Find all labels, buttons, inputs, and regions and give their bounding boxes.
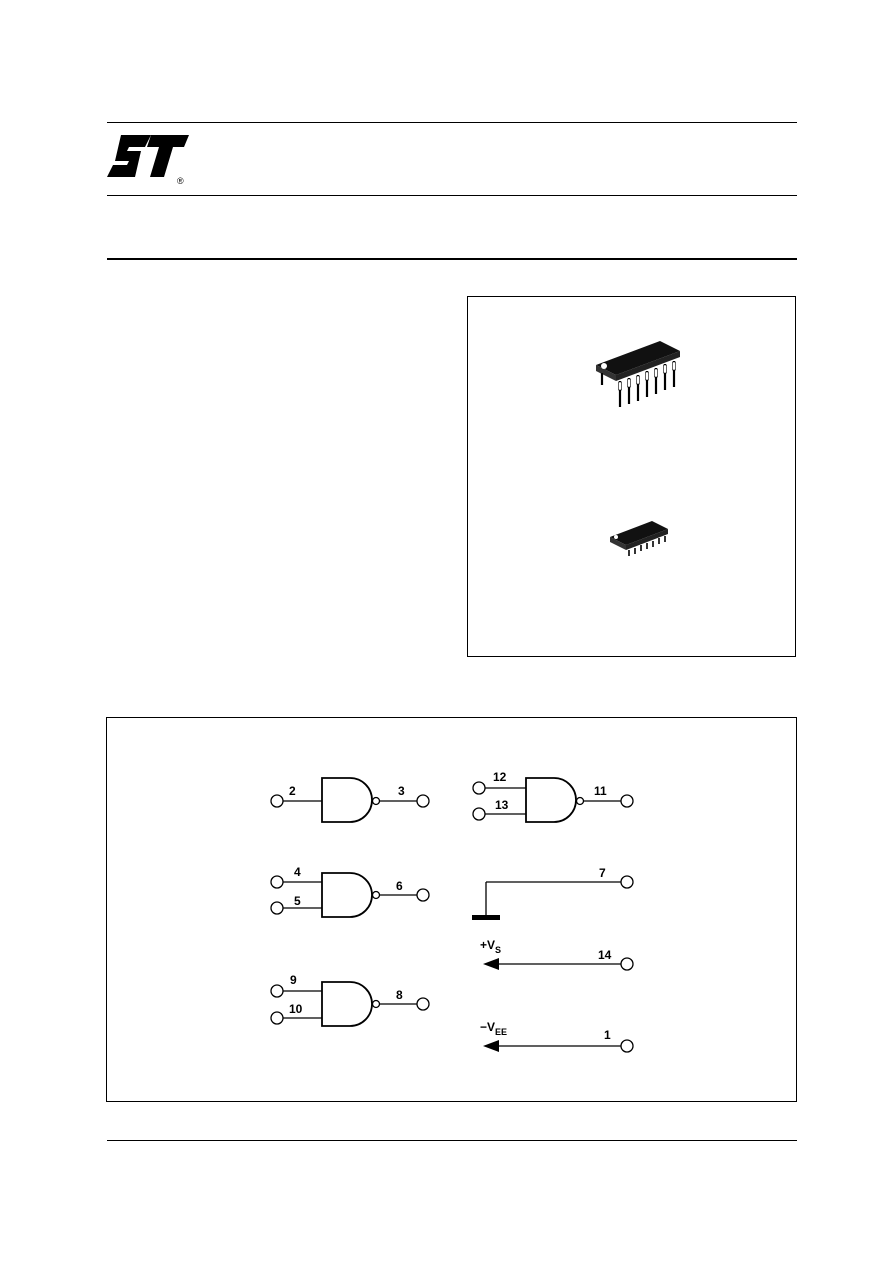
ground-connection: 7 xyxy=(472,866,634,920)
footer-rule xyxy=(107,1140,797,1141)
pin-label: 10 xyxy=(289,1002,303,1016)
pin-label: 8 xyxy=(396,988,403,1002)
supply-label: +VS xyxy=(480,938,501,955)
logic-diagram: 2 3 12 13 11 4 5 xyxy=(270,770,634,1053)
ground-icon xyxy=(472,915,500,920)
so-package-icon xyxy=(610,521,668,556)
package-box xyxy=(467,296,796,657)
nand-gate-2: 12 13 11 xyxy=(472,770,634,823)
supply-label: −VEE xyxy=(480,1020,507,1037)
header-rule-bottom xyxy=(107,258,797,260)
supply-negative: −VEE 1 xyxy=(480,1020,634,1053)
pin-label: 6 xyxy=(396,879,403,893)
pin-label: 5 xyxy=(294,894,301,908)
pin-label: 2 xyxy=(289,784,296,798)
dip-package-icon xyxy=(596,341,680,407)
arrow-left-icon xyxy=(483,1040,499,1052)
pin-label: 11 xyxy=(594,784,607,798)
pin-label: 3 xyxy=(398,784,405,798)
supply-positive: +VS 14 xyxy=(480,938,634,971)
header-rule-middle xyxy=(107,195,797,196)
pin-label: 9 xyxy=(290,973,297,987)
nand-gate-1: 2 3 xyxy=(270,777,430,823)
header-rule-top xyxy=(107,122,797,123)
registered-mark: ® xyxy=(177,176,184,185)
pin-label: 13 xyxy=(495,798,509,812)
arrow-left-icon xyxy=(483,958,499,970)
nand-gate-3: 4 5 6 xyxy=(270,865,430,918)
st-logo-icon: ® xyxy=(107,135,189,186)
nand-gate-4: 9 10 8 xyxy=(270,973,430,1027)
st-logo: ® xyxy=(107,133,189,186)
pin-label: 7 xyxy=(599,866,606,880)
pin-label: 12 xyxy=(493,770,507,784)
pin-label: 1 xyxy=(604,1028,611,1042)
logic-diagram-box: 2 3 12 13 11 4 5 xyxy=(106,717,797,1102)
pin-label: 4 xyxy=(294,865,301,879)
pin-label: 14 xyxy=(598,948,612,962)
